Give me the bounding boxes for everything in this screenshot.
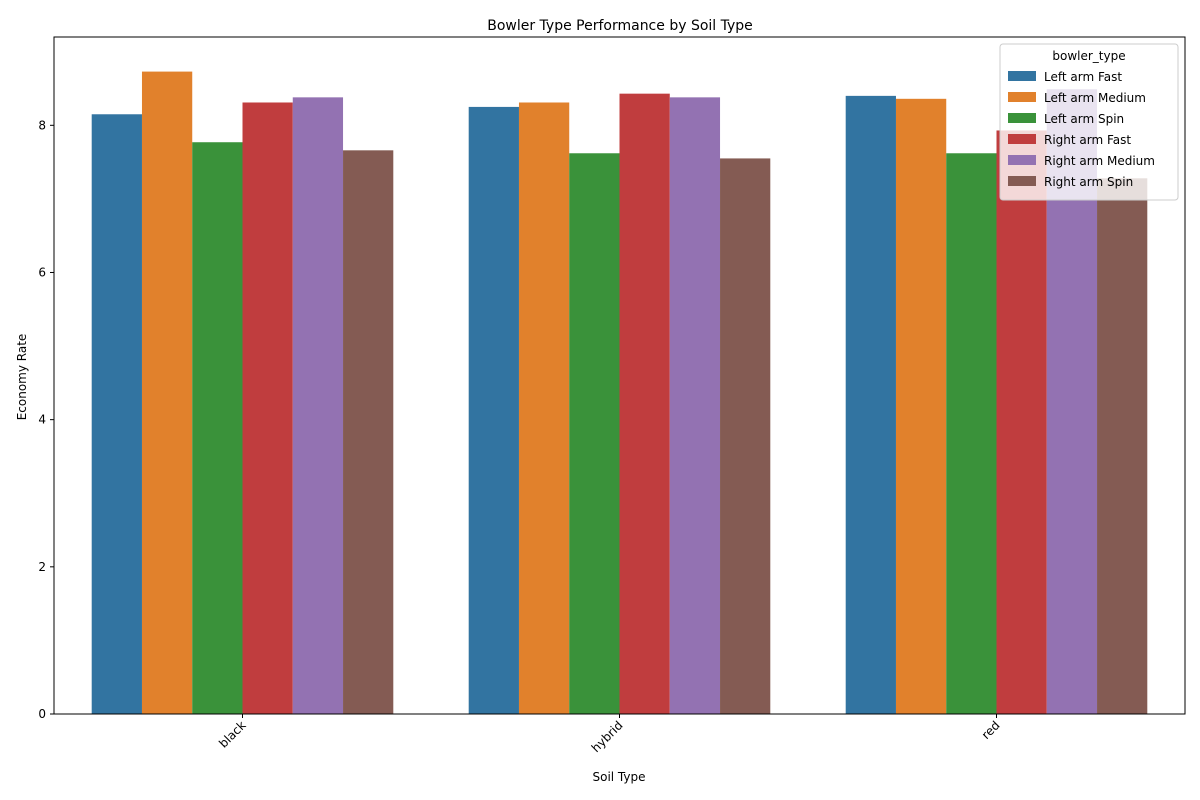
legend-label: Right arm Fast xyxy=(1044,133,1131,147)
bar xyxy=(518,102,570,715)
legend-swatch xyxy=(1008,113,1036,123)
legend-label: Right arm Spin xyxy=(1044,175,1133,189)
bar xyxy=(242,102,293,715)
bar xyxy=(1097,178,1148,715)
y-tick-label: 4 xyxy=(38,413,46,427)
legend-swatch xyxy=(1008,71,1036,81)
legend-swatch xyxy=(1008,176,1036,186)
bar xyxy=(669,97,721,715)
bars-layer xyxy=(91,71,1148,715)
bar xyxy=(895,98,947,714)
legend: bowler_type Left arm Fast Left arm Medium L… xyxy=(999,43,1179,201)
bar xyxy=(292,97,344,715)
bar xyxy=(192,142,243,715)
bar xyxy=(569,153,620,714)
legend-swatch xyxy=(1008,92,1036,102)
bar xyxy=(996,130,1047,714)
legend-swatch xyxy=(1008,155,1036,165)
legend-box xyxy=(999,43,1179,201)
y-axis-title: Economy Rate xyxy=(15,334,29,421)
legend-label: Left arm Fast xyxy=(1044,70,1122,84)
bar xyxy=(141,71,193,715)
y-tick-label: 8 xyxy=(38,118,46,132)
x-axis-title: Soil Type xyxy=(592,770,645,784)
legend-label: Right arm Medium xyxy=(1044,154,1155,168)
y-tick-label: 0 xyxy=(38,707,46,721)
legend-title: bowler_type xyxy=(1052,49,1125,63)
bar xyxy=(946,153,997,714)
bar xyxy=(619,93,670,714)
chart-title: Bowler Type Performance by Soil Type xyxy=(487,18,753,34)
bar xyxy=(468,106,519,714)
legend-label: Left arm Medium xyxy=(1044,91,1146,105)
bar xyxy=(720,158,771,715)
legend-label: Left arm Spin xyxy=(1044,112,1124,126)
legend-swatch xyxy=(1008,134,1036,144)
y-tick-label: 6 xyxy=(38,265,46,279)
y-tick-label: 2 xyxy=(38,560,46,574)
bar xyxy=(91,114,142,714)
bar xyxy=(845,95,896,715)
bar xyxy=(343,150,394,714)
